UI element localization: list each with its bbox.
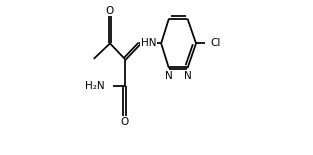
Text: N: N: [184, 71, 191, 81]
Text: N: N: [165, 71, 173, 81]
Text: HN: HN: [141, 38, 156, 48]
Text: H₂N: H₂N: [85, 81, 105, 91]
Text: O: O: [106, 6, 114, 16]
Text: O: O: [121, 117, 129, 127]
Text: Cl: Cl: [210, 38, 220, 48]
